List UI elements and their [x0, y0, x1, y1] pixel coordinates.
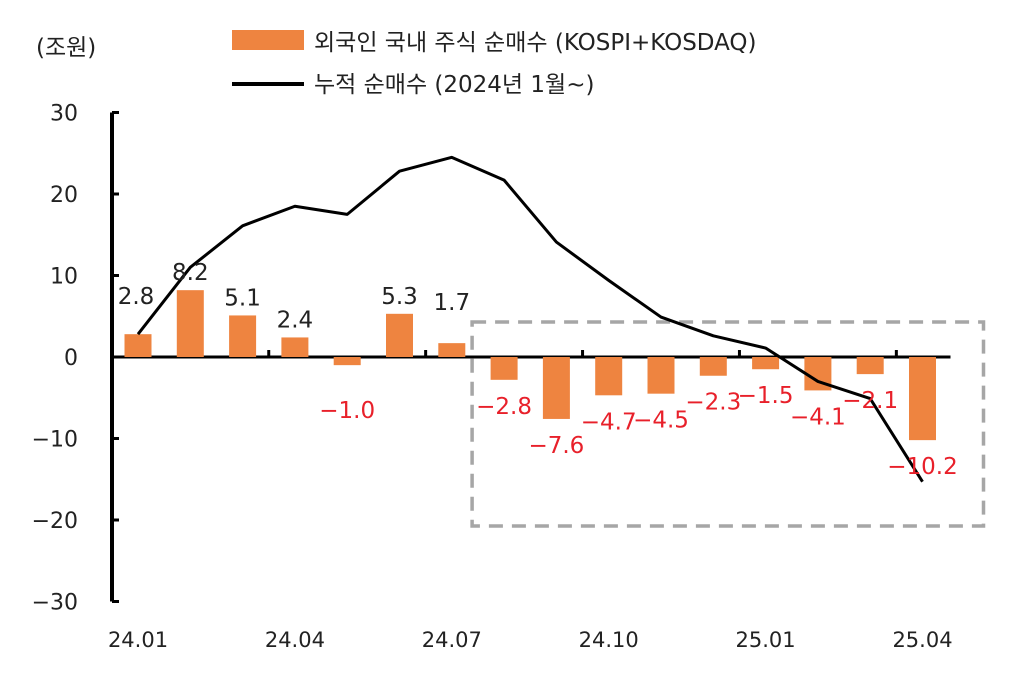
- bar-data-label: 2.4: [277, 307, 314, 333]
- y-tick-label: −30: [32, 591, 78, 616]
- highlight-box: [470, 320, 986, 528]
- bar: [595, 357, 623, 396]
- x-tick-label: 25.01: [736, 628, 796, 652]
- bar: [490, 357, 518, 380]
- x-tick-label: 24.01: [108, 628, 168, 652]
- legend-bar-label: 외국인 국내 주식 순매수 (KOSPI+KOSDAQ): [314, 30, 757, 56]
- y-tick-label: 30: [50, 102, 78, 127]
- x-tick-label: 24.10: [579, 628, 639, 652]
- bar: [856, 357, 884, 375]
- bar-data-label: −4.5: [633, 408, 689, 434]
- y-tick-label: −10: [32, 428, 78, 453]
- bar: [699, 357, 727, 376]
- bar: [542, 357, 570, 419]
- bar-data-label: −4.1: [790, 404, 846, 430]
- legend-bar-swatch: [232, 30, 304, 50]
- bar: [124, 334, 152, 357]
- bar-data-label: −2.3: [685, 390, 741, 416]
- bar: [281, 337, 309, 357]
- y-tick-label: 20: [50, 183, 78, 208]
- bar-data-label: −2.8: [476, 394, 532, 420]
- bar-data-label: 5.3: [381, 284, 418, 310]
- bar: [386, 313, 413, 357]
- bar: [647, 357, 675, 394]
- x-tick-label: 24.04: [265, 628, 325, 652]
- legend: 외국인 국내 주식 순매수 (KOSPI+KOSDAQ) 누적 순매수 (202…: [232, 30, 757, 98]
- y-tick-label: 10: [50, 265, 78, 290]
- bar-data-label: −1.0: [319, 398, 375, 424]
- bar-data-label: 2.8: [118, 284, 155, 310]
- x-tick-label: 24.07: [422, 628, 482, 652]
- bar-data-label: −4.7: [581, 409, 637, 435]
- legend-line-label: 누적 순매수 (2024년 1월~): [314, 72, 594, 98]
- line-series: [136, 155, 924, 483]
- bar-data-label: −1.5: [738, 383, 794, 409]
- bar: [176, 290, 204, 357]
- y-axis: 30 20 10 0 −10 −20 −30: [32, 102, 119, 616]
- bar-data-label: −2.1: [842, 388, 898, 414]
- bar: [333, 357, 361, 366]
- y-axis-unit: (조원): [36, 35, 96, 61]
- bar-data-label: −10.2: [887, 454, 957, 480]
- y-tick-label: −20: [32, 509, 78, 534]
- bar-data-label: 8.2: [172, 260, 209, 286]
- bar-series: [124, 290, 936, 441]
- bar: [752, 357, 780, 370]
- bar: [229, 315, 257, 357]
- bar: [438, 343, 466, 357]
- y-tick-label: 0: [64, 346, 78, 371]
- bar-data-label: 1.7: [434, 290, 471, 316]
- x-tick-label: 25.04: [892, 628, 952, 652]
- bar-data-label: 5.1: [224, 285, 261, 311]
- bar: [909, 357, 936, 441]
- bar-data-labels: 2.88.25.12.4−1.05.3 1.7−2.8−7.6−4.7−4.5−2…: [118, 260, 958, 480]
- cumulative-line: [136, 155, 924, 483]
- bar-data-label: −7.6: [528, 433, 584, 459]
